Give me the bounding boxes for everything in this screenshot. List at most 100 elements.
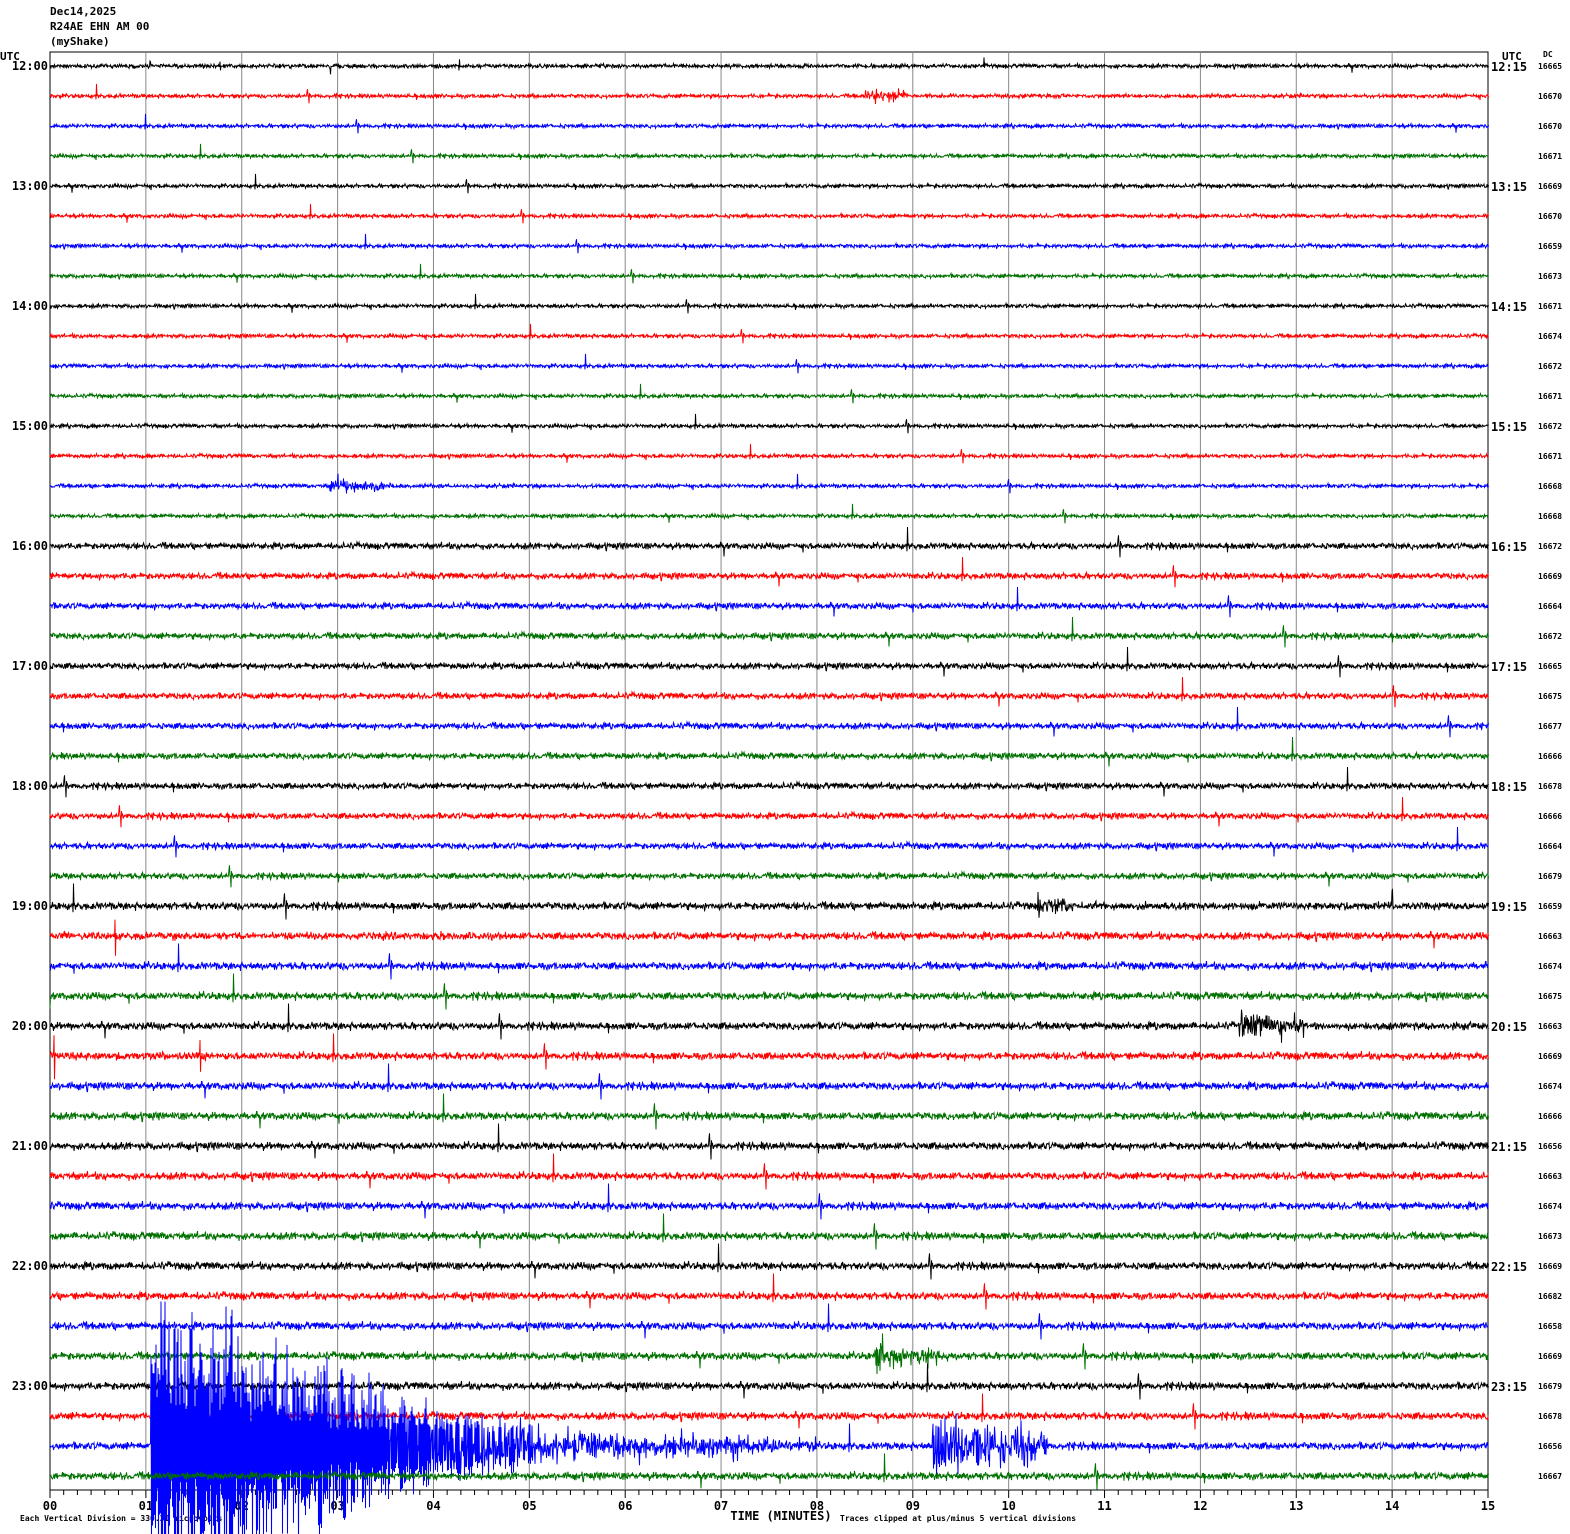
x-tick-label: 14 bbox=[1385, 1499, 1399, 1513]
network-label: (myShake) bbox=[50, 35, 110, 48]
hour-label: 15:00 bbox=[12, 419, 48, 433]
dc-value: 16658 bbox=[1538, 1322, 1562, 1331]
x-tick-label: 03 bbox=[330, 1499, 344, 1513]
dc-value: 16663 bbox=[1538, 1022, 1562, 1031]
dc-value: 16671 bbox=[1538, 152, 1562, 161]
dc-value: 16668 bbox=[1538, 512, 1562, 521]
trace-row-34 bbox=[49, 1063, 1489, 1100]
trace-row-25 bbox=[49, 796, 1489, 828]
x-tick-label: 13 bbox=[1289, 1499, 1303, 1513]
hour-label: 12:00 bbox=[12, 59, 48, 73]
trace-row-8 bbox=[49, 293, 1489, 314]
trace-row-19 bbox=[49, 616, 1489, 648]
station-label: R24AE EHN AM 00 bbox=[50, 20, 150, 33]
trace-row-3 bbox=[49, 143, 1489, 164]
trace-row-38 bbox=[49, 1183, 1489, 1220]
dc-value: 16674 bbox=[1538, 962, 1562, 971]
dc-value: 16671 bbox=[1538, 392, 1562, 401]
dc-value: 16675 bbox=[1538, 692, 1562, 701]
trace-row-37 bbox=[49, 1153, 1489, 1190]
dc-value: 16656 bbox=[1538, 1442, 1562, 1451]
trace-row-18 bbox=[49, 586, 1489, 618]
trace-row-41 bbox=[49, 1273, 1489, 1310]
trace-row-26 bbox=[49, 826, 1489, 858]
dc-value: 16679 bbox=[1538, 872, 1562, 881]
dc-value: 16664 bbox=[1538, 842, 1562, 851]
dc-value: 16669 bbox=[1538, 1052, 1562, 1061]
dc-value: 16663 bbox=[1538, 1172, 1562, 1181]
dc-value: 16674 bbox=[1538, 1082, 1562, 1091]
dc-value: 16665 bbox=[1538, 662, 1562, 671]
x-tick-label: 15 bbox=[1481, 1499, 1495, 1513]
dc-value: 16672 bbox=[1538, 632, 1562, 641]
x-tick-label: 07 bbox=[714, 1499, 728, 1513]
quarter-label: 15:15 bbox=[1491, 420, 1527, 434]
dc-value: 16678 bbox=[1538, 782, 1562, 791]
dc-value: 16672 bbox=[1538, 422, 1562, 431]
dc-value: 16664 bbox=[1538, 602, 1562, 611]
trace-row-5 bbox=[49, 203, 1489, 224]
trace-row-13 bbox=[49, 443, 1489, 464]
x-axis-label: TIME (MINUTES) bbox=[730, 1509, 831, 1523]
dc-value: 16673 bbox=[1538, 272, 1562, 281]
trace-row-30 bbox=[49, 943, 1489, 980]
hour-label: 14:00 bbox=[12, 299, 48, 313]
trace-row-21 bbox=[49, 676, 1489, 708]
dc-value: 16666 bbox=[1538, 1112, 1562, 1121]
date-label: Dec14,2025 bbox=[50, 5, 117, 18]
trace-row-46 bbox=[49, 1301, 1489, 1534]
quarter-label: 23:15 bbox=[1491, 1380, 1527, 1394]
trace-row-42 bbox=[49, 1303, 1489, 1340]
trace-row-29 bbox=[49, 919, 1489, 956]
trace-row-20 bbox=[49, 646, 1489, 678]
quarter-label: 22:15 bbox=[1491, 1260, 1527, 1274]
clipping-note: Traces clipped at plus/minus 5 vertical … bbox=[840, 1513, 1076, 1523]
dc-value: 16669 bbox=[1538, 572, 1562, 581]
trace-row-22 bbox=[49, 706, 1489, 738]
x-tick-label: 01 bbox=[139, 1499, 153, 1513]
dc-value: 16669 bbox=[1538, 182, 1562, 191]
trace-row-0 bbox=[49, 57, 1489, 75]
dc-value: 16670 bbox=[1538, 212, 1562, 221]
x-tick-label: 11 bbox=[1097, 1499, 1111, 1513]
trace-row-45 bbox=[49, 1393, 1489, 1430]
dc-value: 16672 bbox=[1538, 542, 1562, 551]
dc-label: DC bbox=[1543, 50, 1553, 59]
trace-row-12 bbox=[49, 413, 1489, 434]
hour-label: 16:00 bbox=[12, 539, 48, 553]
trace-row-24 bbox=[49, 766, 1489, 798]
dc-value: 16674 bbox=[1538, 1202, 1562, 1211]
hour-label: 13:00 bbox=[12, 179, 48, 193]
trace-row-33 bbox=[49, 1033, 1489, 1080]
dc-value: 16666 bbox=[1538, 812, 1562, 821]
trace-row-28 bbox=[49, 883, 1489, 920]
scale-note: Each Vertical Division = 330.30 microvol… bbox=[20, 1513, 222, 1523]
trace-row-17 bbox=[49, 556, 1489, 588]
trace-row-40 bbox=[49, 1243, 1489, 1280]
trace-row-32 bbox=[49, 1003, 1489, 1043]
trace-row-6 bbox=[49, 233, 1489, 254]
dc-value: 16670 bbox=[1538, 92, 1562, 101]
dc-value: 16670 bbox=[1538, 122, 1562, 131]
hour-label: 21:00 bbox=[12, 1139, 48, 1153]
quarter-label: 17:15 bbox=[1491, 660, 1527, 674]
dc-value: 16666 bbox=[1538, 752, 1562, 761]
plot-frame bbox=[49, 51, 1489, 1491]
trace-row-14 bbox=[49, 473, 1489, 494]
trace-row-10 bbox=[49, 353, 1489, 374]
trace-row-47 bbox=[49, 1453, 1489, 1490]
quarter-label: 18:15 bbox=[1491, 780, 1527, 794]
trace-row-27 bbox=[49, 865, 1489, 888]
trace-row-39 bbox=[49, 1213, 1489, 1250]
dc-value: 16667 bbox=[1538, 1472, 1562, 1481]
trace-row-11 bbox=[49, 383, 1489, 404]
quarter-label: 16:15 bbox=[1491, 540, 1527, 554]
dc-value: 16671 bbox=[1538, 452, 1562, 461]
dc-value: 16663 bbox=[1538, 932, 1562, 941]
trace-row-43 bbox=[49, 1333, 1489, 1375]
dc-value: 16678 bbox=[1538, 1412, 1562, 1421]
trace-row-23 bbox=[49, 736, 1489, 767]
dc-value: 16668 bbox=[1538, 482, 1562, 491]
trace-row-1 bbox=[49, 83, 1489, 105]
